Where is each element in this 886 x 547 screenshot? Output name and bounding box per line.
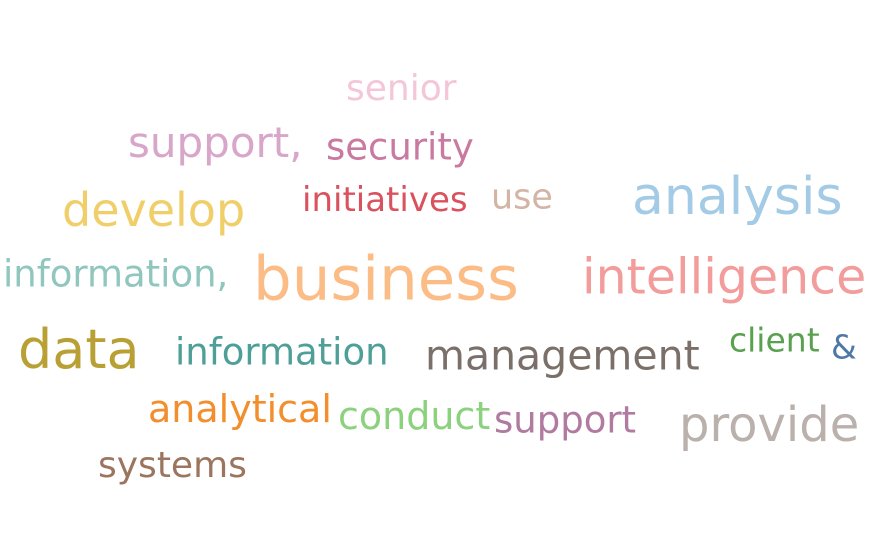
word-support: support xyxy=(494,398,637,442)
word-analysis: analysis xyxy=(632,167,843,227)
word-conduct: conduct xyxy=(338,394,491,438)
word-support-comma: support, xyxy=(128,118,303,167)
word-intelligence: intelligence xyxy=(582,248,867,306)
word-initiatives: initiatives xyxy=(302,180,468,220)
word-ampersand: & xyxy=(831,327,857,367)
word-provide: provide xyxy=(679,397,860,453)
word-information-comma: information, xyxy=(3,252,229,296)
word-develop: develop xyxy=(62,183,246,237)
word-client: client xyxy=(729,320,820,360)
word-use: use xyxy=(491,177,553,218)
word-business: business xyxy=(253,243,519,315)
word-systems: systems xyxy=(98,445,247,486)
word-senior: senior xyxy=(346,68,457,109)
word-analytical: analytical xyxy=(148,387,332,431)
word-management: management xyxy=(425,331,700,380)
word-information: information xyxy=(175,330,389,374)
word-security: security xyxy=(326,125,474,169)
word-data: data xyxy=(18,318,140,381)
